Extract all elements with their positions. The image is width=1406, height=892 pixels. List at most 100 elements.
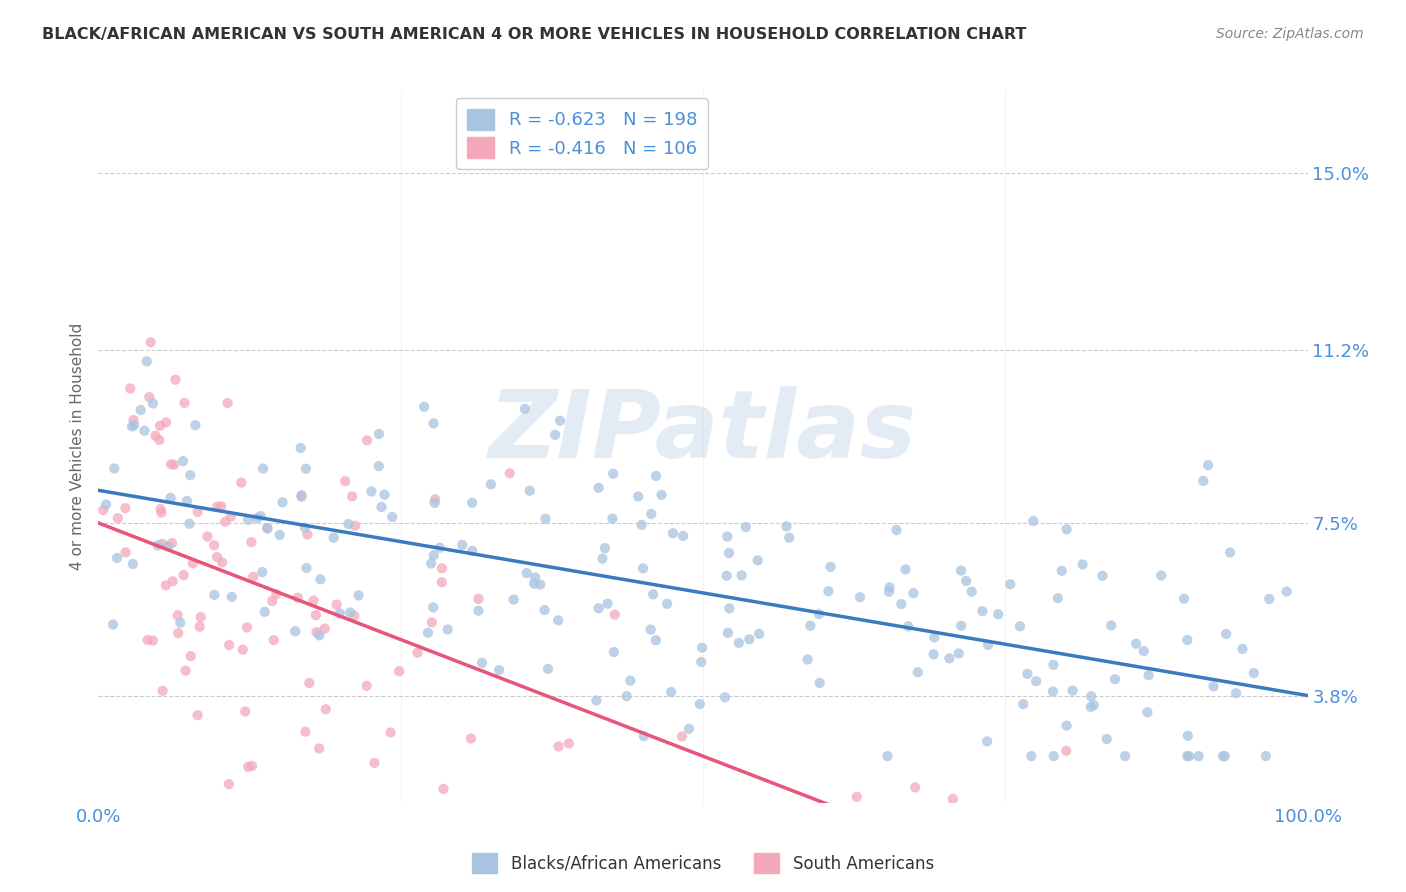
Point xyxy=(149,502,172,516)
Y-axis label: 4 or more Vehicles in Household: 4 or more Vehicles in Household xyxy=(69,322,84,570)
Point xyxy=(807,607,830,621)
Point xyxy=(529,577,551,591)
Point xyxy=(1012,697,1035,711)
Point xyxy=(269,528,291,542)
Point xyxy=(1150,568,1173,582)
Point xyxy=(796,652,818,666)
Point xyxy=(631,561,654,575)
Point xyxy=(325,598,347,612)
Point xyxy=(1197,458,1219,472)
Point xyxy=(166,608,188,623)
Point xyxy=(302,593,325,607)
Point xyxy=(461,544,484,558)
Point xyxy=(420,557,443,571)
Point xyxy=(253,605,276,619)
Point xyxy=(294,724,316,739)
Point xyxy=(425,492,447,507)
Point xyxy=(114,545,136,559)
Point xyxy=(588,601,610,615)
Point xyxy=(671,730,693,744)
Point xyxy=(904,780,927,795)
Point xyxy=(778,531,800,545)
Point xyxy=(240,535,263,549)
Point xyxy=(1042,657,1064,672)
Point xyxy=(955,574,977,588)
Point xyxy=(422,600,444,615)
Point xyxy=(249,509,271,524)
Point xyxy=(145,429,167,443)
Point xyxy=(630,517,652,532)
Point xyxy=(1178,749,1201,764)
Point xyxy=(356,434,378,448)
Point xyxy=(256,521,278,535)
Point xyxy=(169,615,191,630)
Point xyxy=(305,625,328,640)
Point xyxy=(329,607,352,621)
Point xyxy=(405,822,427,837)
Point xyxy=(972,604,994,618)
Point xyxy=(655,597,678,611)
Point xyxy=(214,515,236,529)
Point xyxy=(544,427,567,442)
Point xyxy=(502,592,524,607)
Point xyxy=(344,518,367,533)
Point xyxy=(1046,591,1069,606)
Point xyxy=(264,587,287,601)
Point xyxy=(262,594,284,608)
Point xyxy=(640,623,662,637)
Point xyxy=(1202,679,1225,693)
Point xyxy=(519,483,541,498)
Point xyxy=(645,633,668,648)
Point xyxy=(513,401,536,416)
Point xyxy=(252,565,274,579)
Point xyxy=(187,505,209,519)
Point xyxy=(101,617,124,632)
Point xyxy=(380,725,402,739)
Point xyxy=(1212,749,1234,764)
Point xyxy=(932,814,955,829)
Point xyxy=(298,676,321,690)
Point xyxy=(1175,749,1198,764)
Point xyxy=(820,560,842,574)
Point xyxy=(1099,618,1122,632)
Point xyxy=(460,731,482,746)
Point xyxy=(641,587,664,601)
Point xyxy=(142,633,165,648)
Point xyxy=(894,562,917,576)
Point xyxy=(309,572,332,586)
Legend: Blacks/African Americans, South Americans: Blacks/African Americans, South American… xyxy=(465,847,941,880)
Point xyxy=(314,622,336,636)
Point xyxy=(690,640,713,655)
Point xyxy=(287,591,309,605)
Point xyxy=(640,507,662,521)
Point xyxy=(294,521,316,535)
Point xyxy=(238,760,260,774)
Point xyxy=(1021,749,1043,764)
Point xyxy=(103,461,125,475)
Point xyxy=(1056,718,1078,732)
Point xyxy=(479,477,502,491)
Point xyxy=(416,625,439,640)
Point xyxy=(219,509,242,524)
Point xyxy=(534,512,557,526)
Point xyxy=(591,551,613,566)
Point xyxy=(290,490,312,504)
Point xyxy=(1095,732,1118,747)
Point xyxy=(523,576,546,591)
Point xyxy=(672,529,695,543)
Point xyxy=(221,590,243,604)
Point xyxy=(903,586,925,600)
Point xyxy=(138,390,160,404)
Point xyxy=(1042,749,1064,764)
Point xyxy=(180,649,202,664)
Point xyxy=(160,536,183,550)
Point xyxy=(295,462,318,476)
Point xyxy=(1114,749,1136,764)
Point xyxy=(207,500,229,514)
Point xyxy=(467,591,489,606)
Point xyxy=(689,697,711,711)
Point xyxy=(231,475,253,490)
Point xyxy=(423,549,446,563)
Point xyxy=(122,418,145,433)
Point xyxy=(367,459,389,474)
